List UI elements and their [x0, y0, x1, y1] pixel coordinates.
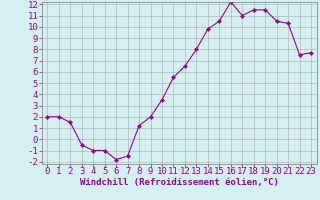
X-axis label: Windchill (Refroidissement éolien,°C): Windchill (Refroidissement éolien,°C)	[80, 178, 279, 187]
